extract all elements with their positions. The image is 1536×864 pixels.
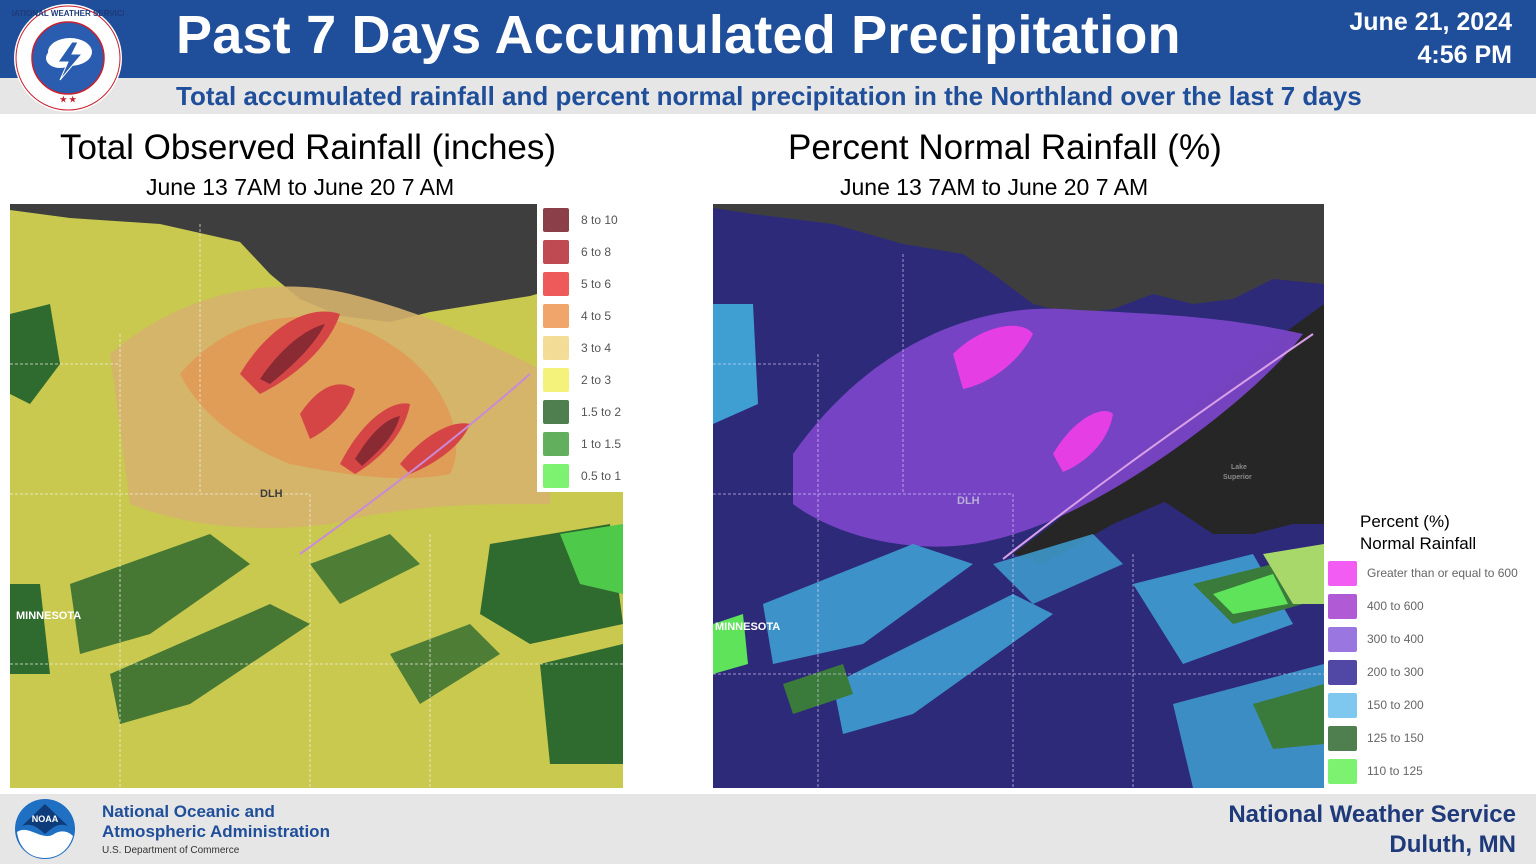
legend-item: 1.5 to 2 [537, 396, 623, 428]
legend-item: 300 to 400 [1326, 622, 1536, 655]
noaa-logo-text: NOAA [32, 814, 59, 824]
legend-item: Greater than or equal to 600 [1326, 556, 1536, 589]
lake-label-2: Superior [1223, 474, 1252, 481]
footer-bar [0, 794, 1536, 864]
time-text: 4:56 PM [1417, 41, 1512, 69]
legend-item: 200 to 300 [1326, 655, 1536, 688]
right-legend-title: Percent (%) Normal Rainfall [1360, 512, 1477, 553]
legend-item: 8 to 10 [537, 204, 623, 236]
rainfall-legend: 8 to 10 6 to 8 5 to 6 4 to 5 3 to 4 2 to… [537, 204, 623, 492]
legend-item: 3 to 4 [537, 332, 623, 364]
percent-legend: Greater than or equal to 600 400 to 600 … [1326, 556, 1536, 791]
nws-office: National Weather Service Duluth, MN [1228, 801, 1516, 858]
left-map-city-label: DLH [260, 488, 283, 500]
date-text: June 21, 2024 [1349, 8, 1512, 36]
left-panel-period: June 13 7AM to June 20 7 AM [146, 174, 455, 200]
page-subtitle: Total accumulated rainfall and percent n… [176, 81, 1362, 111]
lake-label-1: Lake [1231, 464, 1247, 471]
left-panel-title: Total Observed Rainfall (inches) [60, 128, 557, 167]
page-title: Past 7 Days Accumulated Precipitation [176, 5, 1181, 65]
percent-normal-map: DLH MINNESOTA Lake Superior [713, 204, 1324, 788]
nws-ring-text: NATIONAL WEATHER SERVICE [12, 9, 124, 18]
noaa-name: National Oceanic and Atmospheric Adminis… [102, 802, 330, 841]
legend-item: 2 to 3 [537, 364, 623, 396]
legend-item: 5 to 6 [537, 268, 623, 300]
legend-item: 400 to 600 [1326, 589, 1536, 622]
nws-logo-icon: ★ ★ NATIONAL WEATHER SERVICE [12, 4, 124, 112]
right-panel-period: June 13 7AM to June 20 7 AM [840, 174, 1149, 200]
legend-item: 110 to 125 [1326, 754, 1536, 787]
rainfall-map: DLH MINNESOTA [10, 204, 623, 788]
right-panel-title: Percent Normal Rainfall (%) [788, 128, 1222, 167]
noaa-department: U.S. Department of Commerce [102, 845, 240, 856]
svg-text:★ ★: ★ ★ [60, 95, 77, 104]
date-time: June 21, 2024 4:56 PM [1349, 6, 1512, 72]
right-map-state-label: MINNESOTA [715, 621, 780, 633]
legend-item: 1 to 1.5 [537, 428, 623, 460]
header-bar [0, 0, 1536, 78]
legend-item: 6 to 8 [537, 236, 623, 268]
subheader-bar [0, 78, 1536, 114]
left-map-state-label: MINNESOTA [16, 610, 81, 622]
noaa-logo-icon: NOAA [15, 799, 75, 859]
legend-item: 150 to 200 [1326, 688, 1536, 721]
legend-item: 0.5 to 1 [537, 460, 623, 492]
legend-item: 125 to 150 [1326, 721, 1536, 754]
right-map-city-label: DLH [957, 495, 980, 507]
legend-item: 4 to 5 [537, 300, 623, 332]
